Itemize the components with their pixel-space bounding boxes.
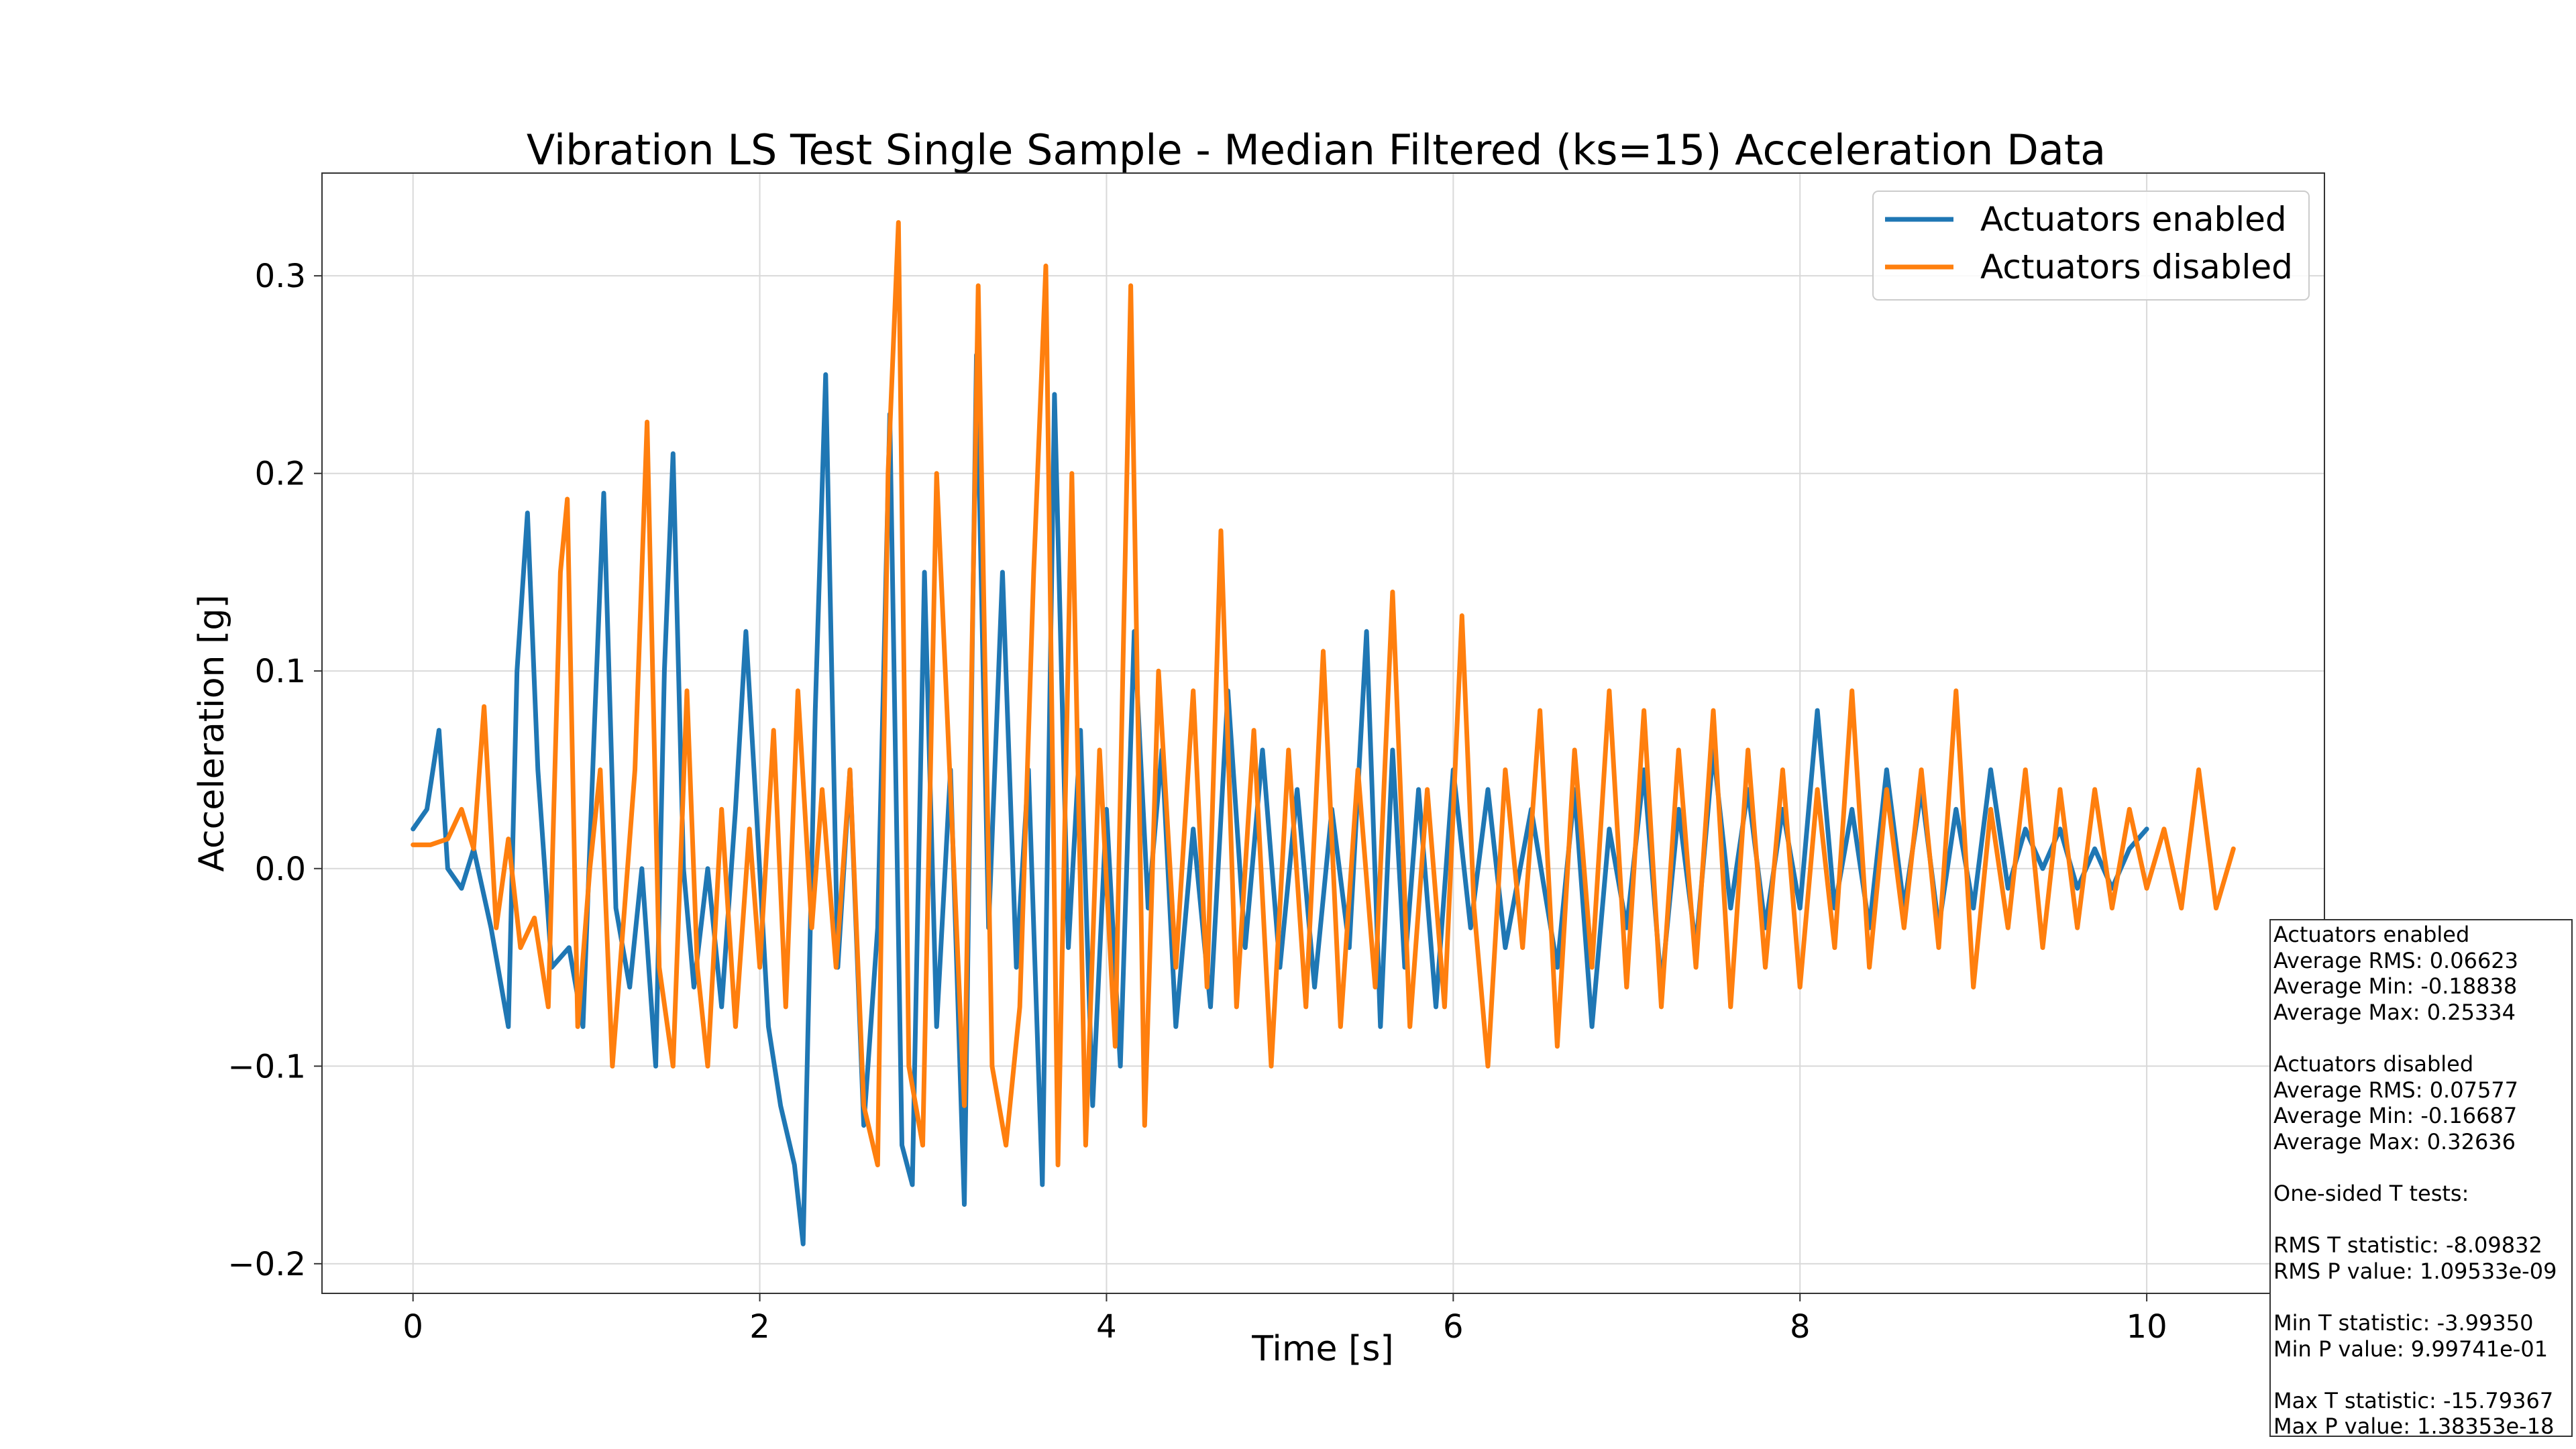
legend-label-enabled: Actuators enabled [1980,200,2287,239]
stats-line: One-sided T tests: [2273,1180,2469,1206]
y-tick-label: 0.2 [255,455,306,493]
x-tick-label: 4 [1096,1308,1117,1346]
y-tick-label: 0.0 [255,851,306,888]
stats-line: Average RMS: 0.07577 [2273,1077,2519,1103]
series-layer [411,220,2236,1246]
stats-line [2273,1025,2569,1051]
x-tick-label: 10 [2127,1308,2167,1346]
stats-line: Actuators disabled [2273,1051,2474,1077]
legend-label-disabled: Actuators disabled [1980,248,2293,286]
x-tick-label: 0 [402,1308,423,1346]
series-line-actuators-disabled [411,220,2236,1168]
stats-line: Average Min: -0.16687 [2273,1103,2518,1129]
stats-line [2273,1362,2569,1388]
y-tick-label: −0.1 [227,1048,306,1085]
legend: Actuators enabled Actuators disabled [1872,191,2310,301]
x-axis: 0 2 4 6 8 10 [402,1293,2167,1346]
stats-line: Average Min: -0.18838 [2273,973,2518,1000]
y-axis-label: Acceleration [g] [192,594,232,871]
x-axis-label: Time [s] [1251,1329,1393,1369]
stats-line [2273,1155,2569,1181]
stats-line: RMS P value: 1.09533e-09 [2273,1258,2557,1284]
stats-line: Min T statistic: -3.99350 [2273,1309,2534,1336]
x-tick-label: 6 [1443,1308,1464,1346]
x-tick-label: 8 [1790,1308,1811,1346]
y-tick-label: −0.2 [227,1246,306,1283]
stats-line: Max P value: 1.38353e-18 [2273,1413,2555,1437]
stats-line: Max T statistic: -15.79367 [2273,1387,2554,1413]
stats-line: Actuators enabled [2273,922,2470,947]
series-line-actuators-enabled [411,352,2149,1246]
stats-line [2273,1284,2569,1310]
stats-line: Average Max: 0.25334 [2273,999,2516,1025]
y-tick-label: 0.3 [255,258,306,295]
y-tick-label: 0.1 [255,653,306,690]
stats-line: Average Max: 0.32636 [2273,1128,2516,1155]
chart-title: Vibration LS Test Single Sample - Median… [527,125,2106,174]
stats-line: Min P value: 9.99741e-01 [2273,1336,2548,1362]
stats-line: Average RMS: 0.06623 [2273,947,2519,973]
stats-textbox: Actuators enabled Average RMS: 0.06623 Ave… [2269,919,2573,1437]
stats-line [2273,1207,2569,1233]
legend-frame [1872,191,2310,301]
x-tick-label: 2 [749,1308,770,1346]
plot-frame [321,172,2325,1294]
y-axis: −0.2 −0.1 0.0 0.1 0.2 0.3 [227,258,322,1283]
stats-line: RMS T statistic: -8.09832 [2273,1232,2542,1258]
